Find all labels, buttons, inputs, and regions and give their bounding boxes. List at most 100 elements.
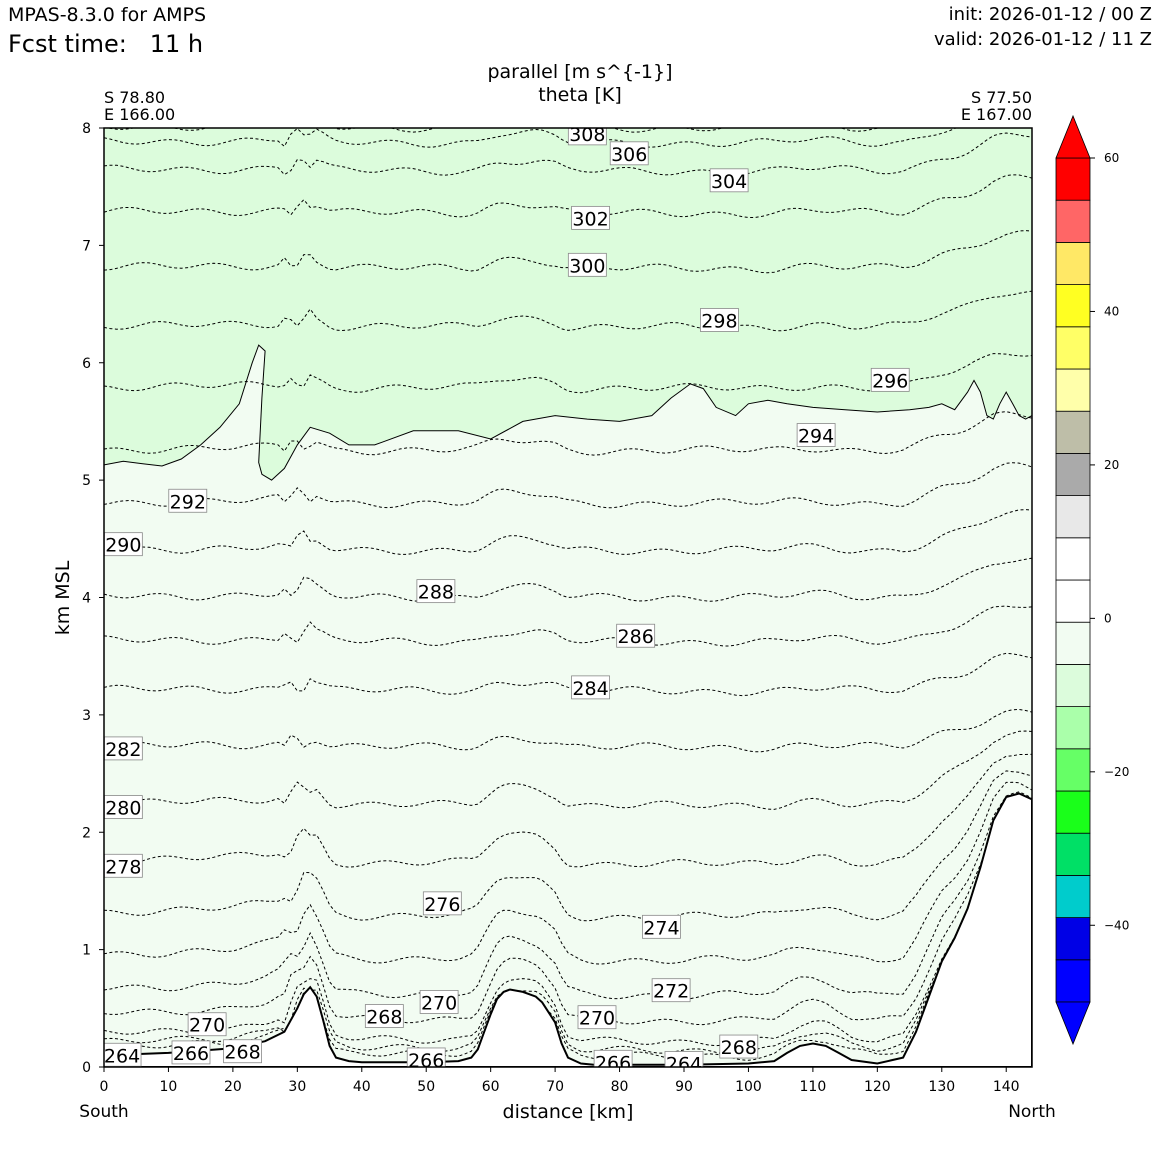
theta-contour-292 [104, 462, 1032, 509]
contour-label-text: 268 [721, 1037, 757, 1059]
colorbar-segment [1055, 199, 1091, 243]
contour-label-text: 284 [572, 678, 608, 700]
theta-contour-276 [104, 770, 1032, 922]
contour-label-box [609, 141, 649, 166]
x-tick-label: 60 [482, 1079, 500, 1095]
contour-label-text: 266 [595, 1052, 631, 1074]
colorbar-segment [1055, 241, 1091, 285]
colorbar-segment [1055, 875, 1091, 919]
theta-contour-270 [104, 802, 1032, 1026]
theta-contour-264 [104, 817, 1032, 1061]
x-tick-label: 100 [735, 1079, 762, 1095]
contour-label-box [419, 990, 459, 1014]
y-tick-label: 7 [82, 238, 91, 254]
colorbar-segment [1055, 664, 1091, 708]
contour-label-text: 270 [579, 1008, 615, 1030]
contour-label-274: 274 [642, 914, 681, 939]
shading-upper-region [104, 128, 1032, 481]
theta-contour-278 [104, 753, 1032, 868]
terrain [104, 792, 1032, 1067]
colorbar-tick-label: −20 [1104, 765, 1129, 779]
valid-time: valid: 2026-01-12 / 11 Z [934, 29, 1152, 50]
contour-label-text: 298 [701, 310, 737, 332]
contour-label-text: 268 [224, 1042, 260, 1064]
y-tick-label: 1 [82, 943, 91, 959]
contour-label-text: 294 [798, 426, 834, 448]
contour-label-text: 290 [105, 535, 141, 557]
y-tick-label: 3 [82, 708, 91, 724]
colorbar-segment [1055, 326, 1091, 370]
model-title: MPAS-8.3.0 for AMPS [8, 4, 207, 26]
contour-label-text: 308 [569, 124, 605, 146]
contour-label-box [223, 1039, 262, 1064]
colorbar: −40 −20 0 20 40 60 [1055, 114, 1129, 1046]
y-tick-label: 2 [82, 825, 91, 841]
contour-label-294: 294 [796, 423, 836, 448]
contour-label-text: 268 [366, 1007, 402, 1029]
y-tick-label: 0 [82, 1060, 91, 1076]
contour-label-text: 276 [424, 894, 460, 916]
colorbar-segment [1055, 748, 1091, 792]
x-tick-label: 120 [864, 1079, 891, 1095]
contour-label-box [567, 252, 607, 277]
x-tick-label: 90 [675, 1079, 693, 1095]
x-axis: 0 10 20 30 40 50 60 70 80 90 100 110 120 130 140 [100, 1067, 1020, 1095]
x-tick-label: 80 [611, 1079, 629, 1095]
contour-label-270: 270 [419, 990, 459, 1014]
start-lon: E 166.00 [104, 105, 175, 124]
theta-contour-268 [104, 813, 1032, 1047]
y-axis-label: km MSL [52, 560, 74, 635]
contour-label-text: 266 [408, 1050, 444, 1072]
contour-label-text: 296 [872, 370, 908, 392]
contour-label-292: 292 [168, 488, 208, 513]
colorbar-segment [1055, 410, 1091, 454]
colorbar-segment [1055, 157, 1091, 201]
contour-label-266: 266 [171, 1040, 211, 1065]
contour-label-box [567, 128, 607, 146]
colorbar-segment [1055, 495, 1091, 539]
contour-label-288: 288 [416, 579, 456, 604]
contour-labels: 308 306 304 302 300 298 296 294 292 290 288 286 284 2… [104, 124, 910, 1075]
contour-label-270: 270 [577, 1005, 617, 1030]
forecast-time: Fcst time: 11 h [8, 30, 203, 58]
x-tick-label: 20 [224, 1079, 242, 1095]
colorbar-segment [1055, 537, 1091, 581]
contour-label-text: 302 [572, 208, 608, 230]
x-tick-label: 10 [160, 1079, 178, 1095]
x-tick-label: 130 [928, 1079, 955, 1095]
contour-label-text: 266 [173, 1043, 209, 1065]
contour-label-text: 288 [418, 582, 454, 604]
contour-label-272: 272 [651, 978, 691, 1003]
contour-label-268: 268 [223, 1039, 262, 1064]
theta-contour-274 [104, 781, 1032, 965]
colorbar-segment [1055, 621, 1091, 665]
colorbar-min-arrow [1055, 1001, 1091, 1046]
colorbar-segment [1055, 959, 1091, 1003]
contour-label-text: 264 [104, 1045, 140, 1067]
south-label: South [79, 1102, 128, 1122]
contour-label-268: 268 [364, 1004, 404, 1029]
colorbar-tick-label: 20 [1104, 458, 1119, 472]
contour-label-286: 286 [616, 623, 656, 648]
contour-label-box [616, 623, 656, 648]
colorbar-tick-label: −40 [1104, 918, 1129, 932]
contour-label-text: 292 [170, 491, 206, 513]
theta-contour-288 [104, 557, 1032, 602]
contour-label-box [416, 579, 456, 604]
x-tick-label: 110 [800, 1079, 827, 1095]
theta-contour-290 [104, 509, 1032, 556]
contour-label-box [719, 1034, 759, 1059]
y-tick-label: 6 [82, 356, 91, 372]
y-tick-label: 8 [82, 121, 91, 137]
contour-label-text: 270 [421, 992, 457, 1014]
colorbar-segment [1055, 368, 1091, 412]
theta-contour-286 [104, 605, 1032, 647]
contour-label-264: 264 [664, 1051, 704, 1075]
contour-label-text: 264 [666, 1053, 702, 1075]
colorbar-tick-label: 60 [1104, 151, 1119, 165]
end-lon: E 167.00 [961, 105, 1032, 124]
theta-contour-302 [104, 174, 1032, 218]
contour-label-280: 280 [104, 795, 143, 820]
contour-label-264: 264 [104, 1042, 142, 1067]
